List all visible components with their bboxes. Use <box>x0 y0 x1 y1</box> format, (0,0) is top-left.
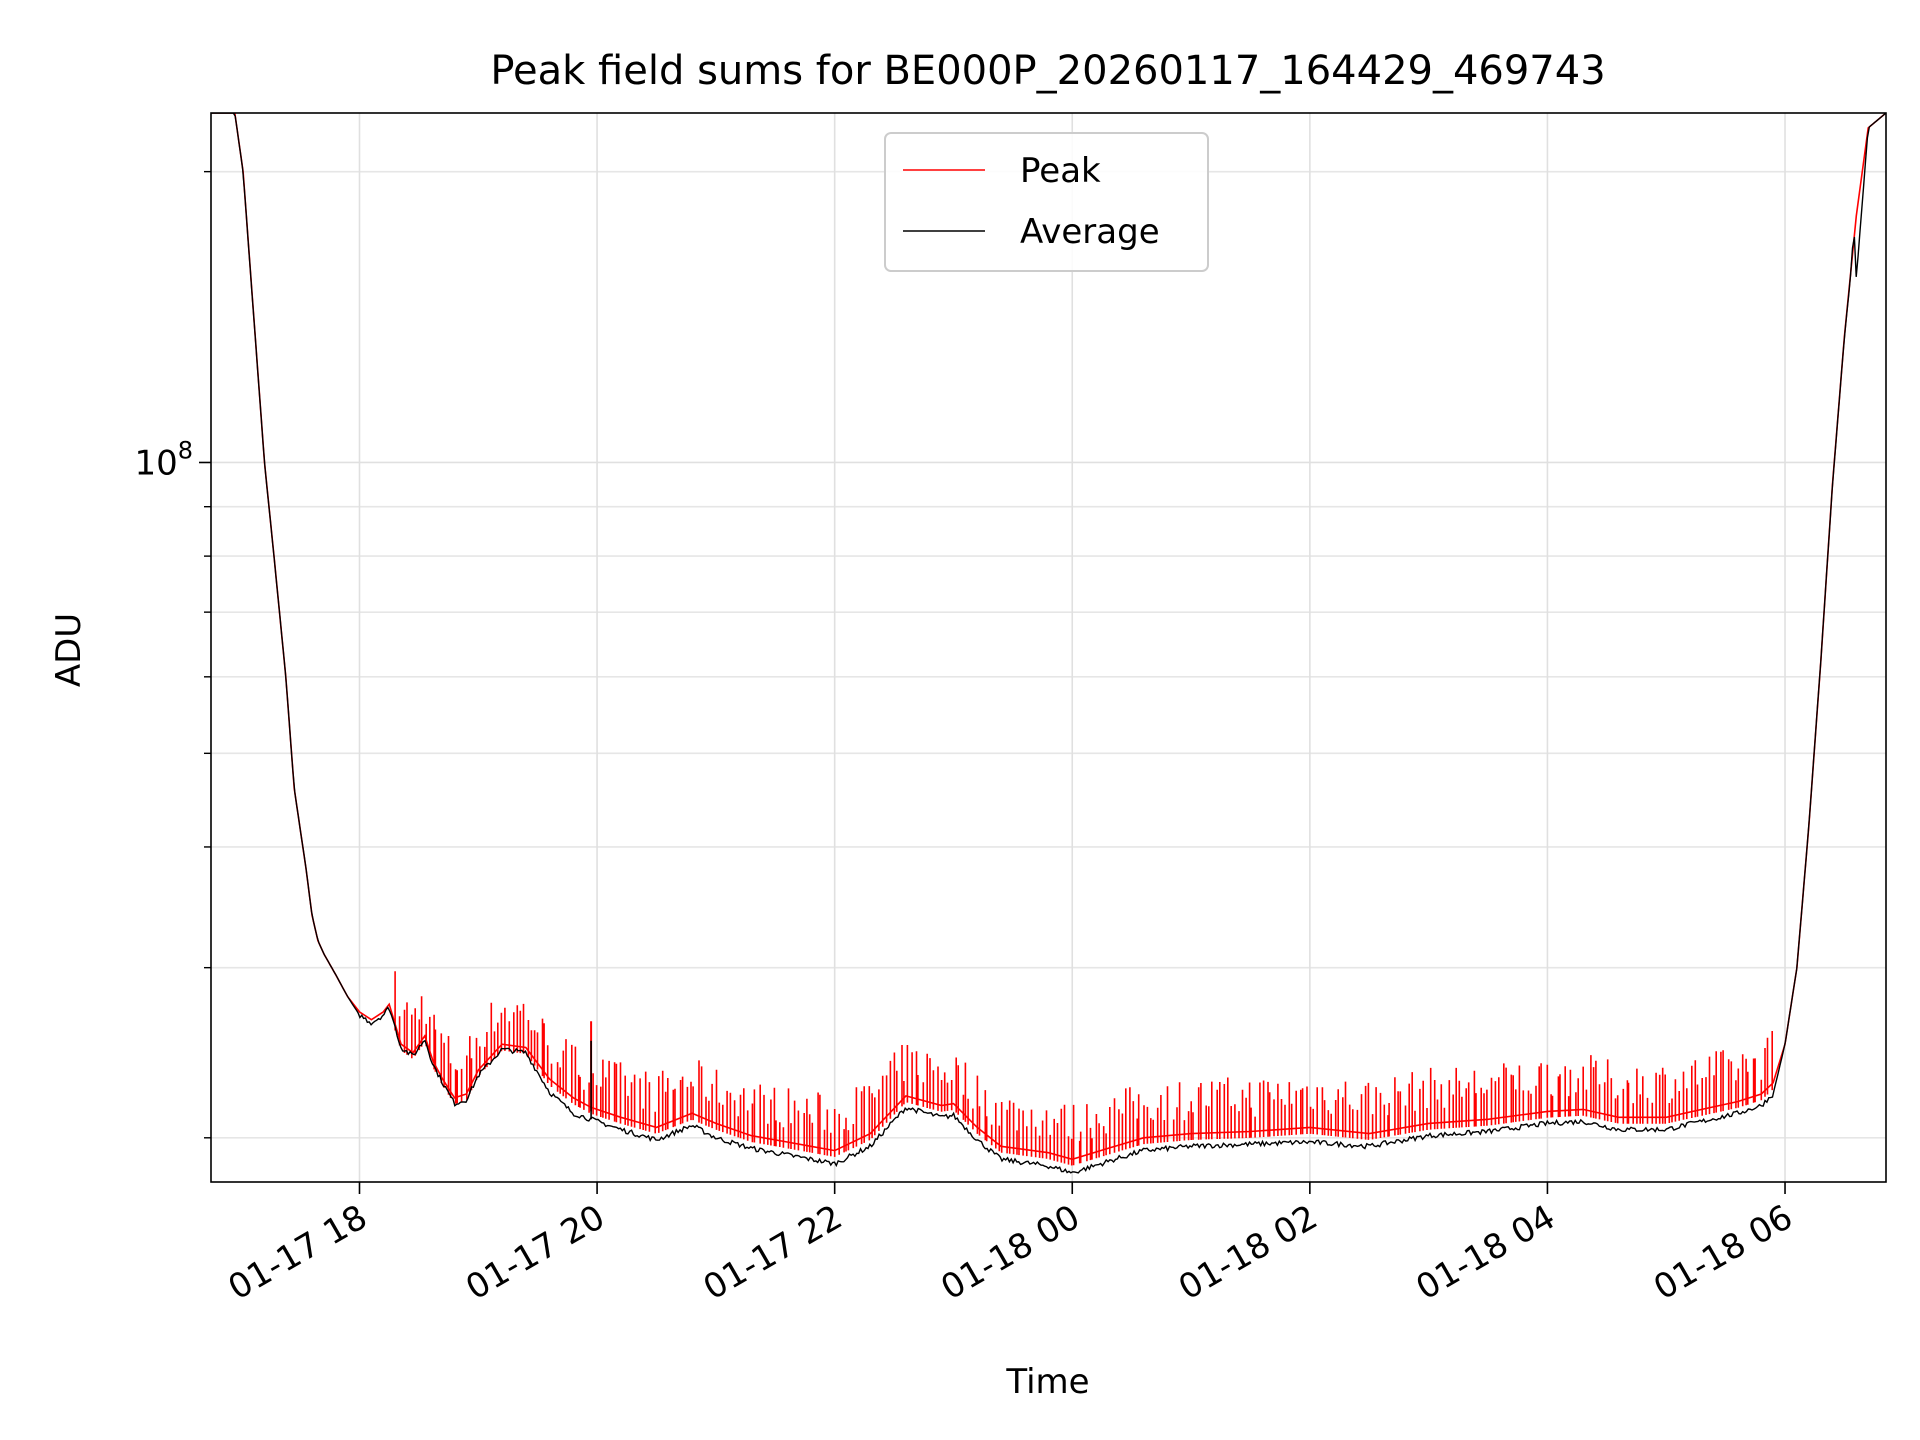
plot-frame <box>210 112 1887 1183</box>
series-peak-spikes <box>394 971 1773 1166</box>
legend-average-label: Average <box>1020 212 1160 252</box>
legend-peak-label: Peak <box>1020 151 1101 191</box>
x-axis-label: Time <box>1005 1362 1089 1402</box>
legend: Peak Average <box>884 132 1209 272</box>
y-axis: 108 <box>134 170 211 1139</box>
series-average-line <box>211 113 1886 1174</box>
y-axis-label: ADU <box>49 613 89 687</box>
legend-frame <box>884 132 1209 272</box>
plot-lines <box>211 113 1886 1174</box>
y-tick-label: 108 <box>134 436 193 483</box>
grid <box>211 113 1886 1182</box>
chart-title: Peak field sums for BE000P_20260117_1644… <box>490 48 1605 94</box>
